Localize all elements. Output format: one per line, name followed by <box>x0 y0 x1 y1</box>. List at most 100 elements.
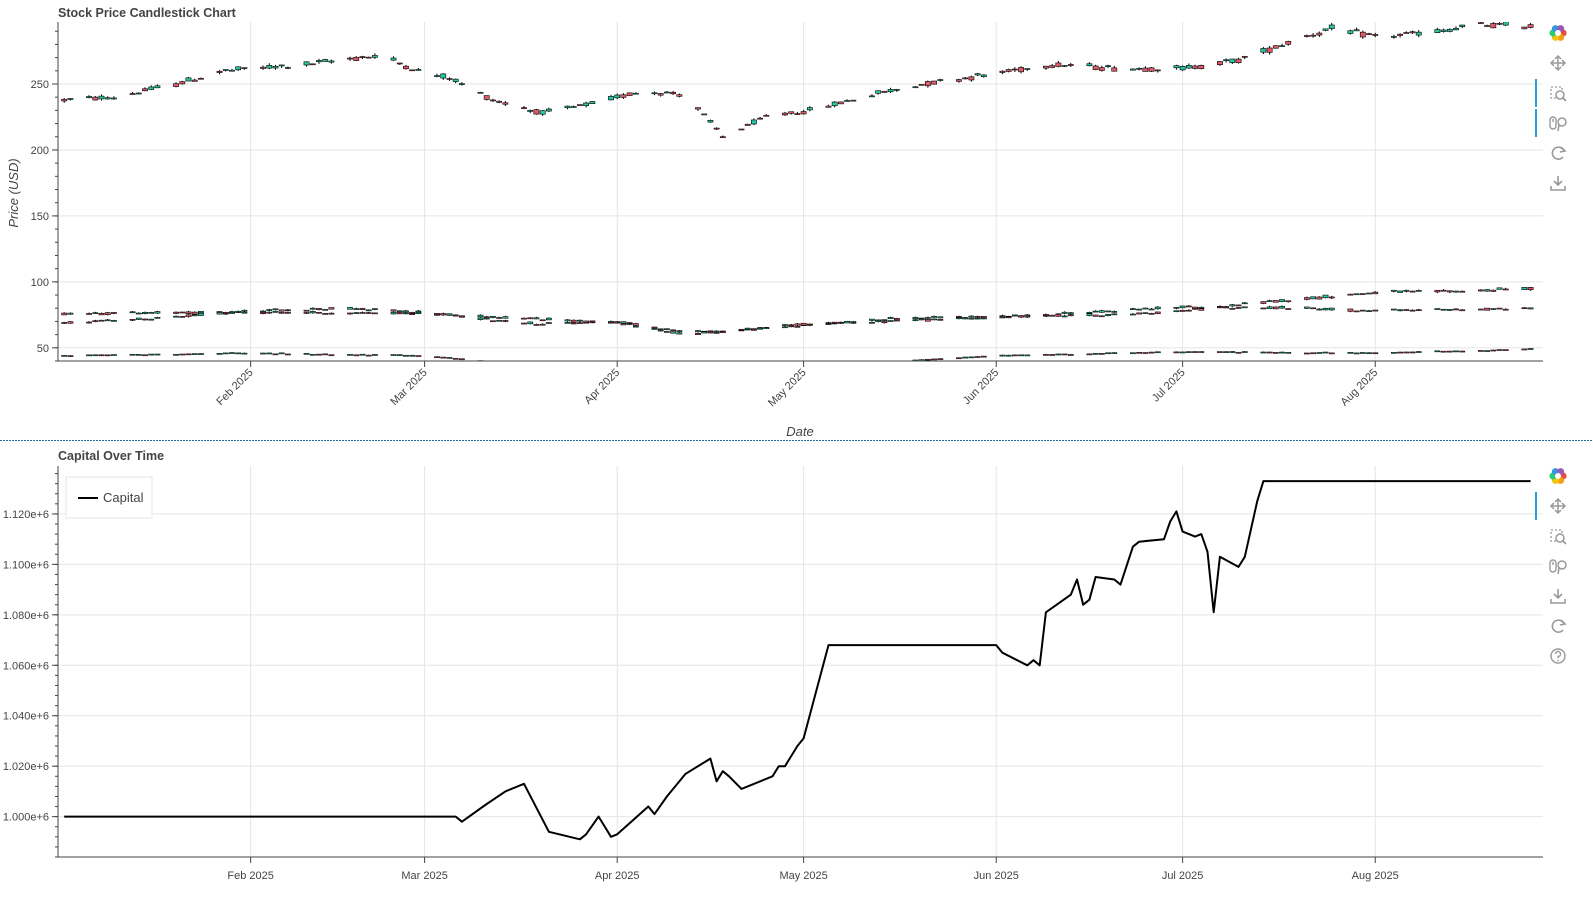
candle-body <box>1316 296 1323 300</box>
candle-x-tick-label: Feb 2025 <box>214 367 255 408</box>
candle-body <box>1098 353 1105 355</box>
candle-body <box>651 328 658 330</box>
candle-body <box>1235 58 1242 64</box>
candle-body <box>328 312 335 315</box>
candle-body <box>61 98 68 102</box>
candle-body <box>1310 307 1317 310</box>
candle-body <box>452 358 459 360</box>
candle-body <box>1105 352 1111 355</box>
candle-body <box>627 369 632 370</box>
candle-body <box>539 110 546 115</box>
candle-body <box>713 127 720 130</box>
candle-body <box>1477 350 1484 352</box>
candle-body <box>1098 67 1105 71</box>
reset-icon[interactable] <box>1551 619 1567 633</box>
candle-body <box>235 310 242 313</box>
candle-body <box>564 105 571 109</box>
pan-icon[interactable] <box>1535 492 1567 520</box>
candle-body <box>1179 66 1186 71</box>
candle-body <box>931 80 937 85</box>
capital-x-tick-label: Aug 2025 <box>1352 870 1399 882</box>
box-zoom-icon[interactable] <box>1550 529 1567 545</box>
candle-body <box>545 108 552 112</box>
candle-body <box>1223 59 1230 62</box>
candle-body <box>1092 65 1099 70</box>
wheel-zoom-icon[interactable] <box>1549 559 1567 575</box>
candle-body <box>720 369 725 370</box>
candle-body <box>677 371 682 372</box>
candle-body <box>440 73 447 79</box>
candle-body <box>608 96 614 101</box>
candle-body <box>564 322 571 324</box>
pan-icon[interactable] <box>1549 54 1567 72</box>
candle-body <box>657 93 664 96</box>
candle-body <box>893 319 900 322</box>
candle-body <box>278 64 285 67</box>
candle-body <box>931 358 937 361</box>
candle-body <box>1011 354 1018 357</box>
candle-body <box>1415 290 1422 292</box>
candle-body <box>353 308 360 310</box>
candle-body <box>788 324 795 327</box>
bokeh-logo-icon[interactable] <box>1549 468 1567 484</box>
candle-body <box>1067 312 1074 315</box>
candle-body <box>1310 34 1317 37</box>
toolbar-bottom <box>1535 468 1567 664</box>
candle-body <box>284 67 291 69</box>
candle-body <box>154 316 161 319</box>
legend[interactable]: Capital <box>65 476 153 519</box>
candle-x-tick-label: Mar 2025 <box>388 367 429 408</box>
candle-body <box>415 310 422 313</box>
candle-body <box>260 312 266 314</box>
candle-x-tick-label: Jul 2025 <box>1150 367 1188 405</box>
help-icon[interactable] <box>1550 648 1566 664</box>
candle-body <box>1173 351 1180 354</box>
candle-body <box>968 315 975 318</box>
candle-body <box>446 357 453 359</box>
candle-body <box>918 84 925 86</box>
candle-body <box>1005 69 1012 72</box>
reset-icon[interactable] <box>1551 146 1567 160</box>
candle-body <box>931 318 937 321</box>
candle-body <box>956 317 962 320</box>
box-zoom-icon[interactable] <box>1535 79 1567 107</box>
bokeh-logo-icon[interactable] <box>1549 25 1567 41</box>
candle-body <box>1490 308 1497 310</box>
candle-body <box>962 356 969 359</box>
candle-body <box>887 317 894 319</box>
candle-body <box>1235 307 1242 309</box>
candle-body <box>980 317 987 320</box>
candle-body <box>670 329 677 332</box>
candle-body <box>1111 313 1118 316</box>
candle-body <box>1328 352 1335 355</box>
candle-body <box>1372 309 1379 312</box>
candle-body <box>708 370 713 371</box>
candle-body <box>1366 292 1372 295</box>
save-icon[interactable] <box>1550 589 1566 604</box>
candle-body <box>1403 289 1410 292</box>
candle-body <box>191 314 198 317</box>
candle-body <box>750 119 757 125</box>
candle-body <box>894 361 899 362</box>
candle-body <box>633 370 638 371</box>
candle-body <box>1043 314 1049 316</box>
candle-body <box>589 320 596 323</box>
candle-body <box>365 312 372 314</box>
candle-body <box>956 316 962 318</box>
candle-body <box>850 321 857 323</box>
candle-body <box>104 319 111 322</box>
candle-body <box>887 320 894 322</box>
candle-body <box>1192 306 1198 309</box>
candle-body <box>1477 308 1484 311</box>
candle-body <box>154 353 161 356</box>
candle-body <box>1136 312 1143 315</box>
candle-body <box>1434 289 1441 293</box>
candle-body <box>1372 291 1379 295</box>
candle-body <box>1179 351 1186 354</box>
candle-body <box>1322 307 1329 311</box>
wheel-zoom-icon[interactable] <box>1535 109 1567 137</box>
candle-body <box>359 56 366 58</box>
candle-body <box>1484 289 1490 292</box>
save-icon[interactable] <box>1550 176 1566 191</box>
candle-body <box>1198 308 1205 311</box>
